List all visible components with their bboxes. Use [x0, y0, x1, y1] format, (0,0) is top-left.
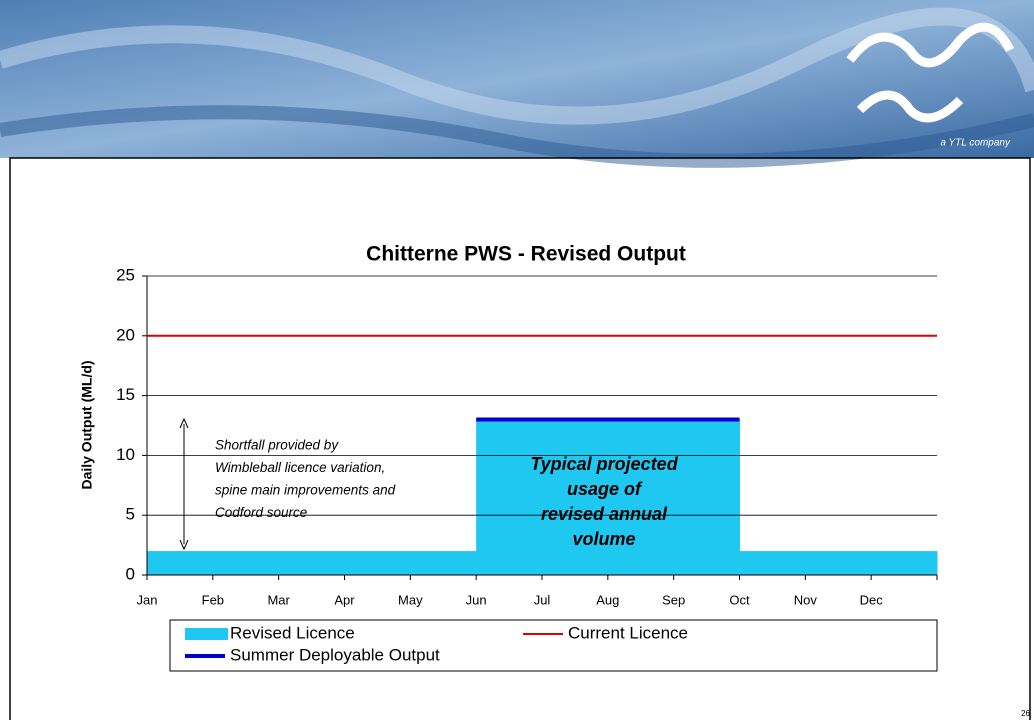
annotation-text: Codford source [215, 505, 307, 520]
area-segment [871, 551, 938, 575]
y-tick-label: 0 [126, 564, 135, 583]
x-tick-label: Jul [534, 592, 551, 607]
area-segment [410, 551, 477, 575]
area-segment [673, 419, 740, 575]
area-segment [739, 551, 806, 575]
y-tick-label: 5 [126, 505, 135, 524]
legend-swatch [185, 628, 228, 640]
annotation-text: Typical projected [530, 454, 678, 474]
slide-number: 26 [1021, 709, 1030, 718]
annotation-text: usage of [567, 479, 643, 499]
area-segment [607, 419, 675, 575]
x-tick-label: Mar [267, 592, 290, 607]
slide-frame [9, 157, 1031, 720]
banner-swirl [0, 7, 1034, 125]
annotation-text: volume [572, 529, 635, 549]
chart-title: Chitterne PWS - Revised Output [366, 243, 686, 266]
x-tick-label: Jan [137, 592, 158, 607]
area-segment [212, 551, 280, 575]
legend-label: Current Licence [568, 623, 688, 642]
y-tick-label: 15 [116, 385, 135, 404]
x-tick-label: Jun [466, 592, 487, 607]
area-segment [344, 551, 411, 575]
annotation-text: revised annual [541, 504, 668, 524]
area-segment [476, 419, 543, 575]
x-tick-label: Aug [596, 592, 619, 607]
x-tick-label: May [398, 592, 423, 607]
legend-label: Summer Deployable Output [230, 645, 440, 664]
logo-mark [846, 22, 1015, 123]
arrow-head [179, 417, 189, 551]
x-tick-label: Sep [662, 592, 685, 607]
logo-tagline: a YTL company [940, 138, 1011, 149]
area-segment [805, 551, 872, 575]
x-tick-label: Oct [729, 592, 750, 607]
area-segment [542, 419, 609, 575]
area-segment [278, 551, 345, 575]
y-tick-label: 20 [116, 325, 135, 344]
legend-label: Revised Licence [230, 623, 355, 642]
annotation-text: spine main improvements and [215, 483, 396, 498]
y-axis-label: Daily Output (ML/d) [79, 360, 95, 489]
x-tick-label: Dec [860, 592, 884, 607]
x-tick-label: Nov [794, 592, 818, 607]
banner-swirl [0, 105, 1034, 168]
legend [169, 619, 938, 672]
y-tick-label: 25 [116, 265, 135, 284]
y-tick-label: 10 [116, 445, 135, 464]
x-tick-label: Apr [334, 592, 355, 607]
annotation-text: Shortfall provided by [215, 438, 339, 453]
annotation-text: Wimbleball licence variation, [215, 460, 385, 475]
area-segment [147, 551, 214, 575]
x-tick-label: Feb [202, 592, 224, 607]
